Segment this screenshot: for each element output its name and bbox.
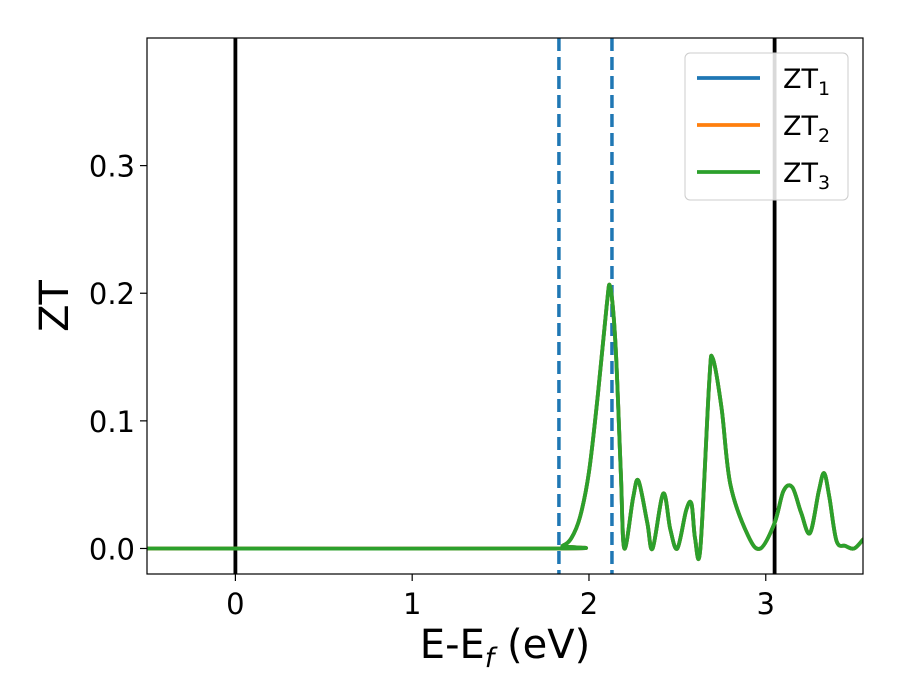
- x-tick-label-0: 0: [226, 587, 244, 621]
- series-group: [147, 282, 863, 561]
- y-tick-label-2: 0.2: [89, 277, 135, 311]
- series-line-1: [147, 282, 863, 561]
- legend-label-subscript-1: 1: [818, 78, 830, 100]
- legend-label-main-2: ZT: [783, 111, 818, 142]
- legend-label-main-3: ZT: [783, 158, 818, 189]
- x-tick-label-3: 3: [757, 587, 775, 621]
- ticks-layer: 0 1 2 3 0.0 0.1 0.2 0.3: [89, 150, 775, 621]
- legend-label-main-1: ZT: [783, 64, 818, 95]
- x-tick-label-1: 1: [403, 587, 421, 621]
- legend-label-subscript-3: 3: [818, 172, 830, 194]
- y-axis-title: ZT: [32, 280, 78, 332]
- x-tick-label-2: 2: [580, 587, 598, 621]
- x-axis-title-main: E-E: [420, 622, 485, 668]
- x-axis-title-unit: (eV): [494, 622, 590, 668]
- legend-label-2: ZT2: [783, 111, 830, 147]
- y-tick-label-1: 0.1: [89, 405, 135, 439]
- series-line-3: [147, 282, 863, 561]
- legend-label-3: ZT3: [783, 158, 830, 194]
- series-line-2: [147, 282, 863, 561]
- x-axis-title: E-Ef (eV): [420, 622, 590, 674]
- legend-label-subscript-2: 2: [818, 125, 830, 147]
- legend-label-1: ZT1: [783, 64, 830, 100]
- legend-frame: [684, 52, 849, 201]
- y-tick-label-0: 0.0: [89, 532, 135, 566]
- y-tick-label-3: 0.3: [89, 150, 135, 184]
- plot-area-frame: [146, 37, 864, 575]
